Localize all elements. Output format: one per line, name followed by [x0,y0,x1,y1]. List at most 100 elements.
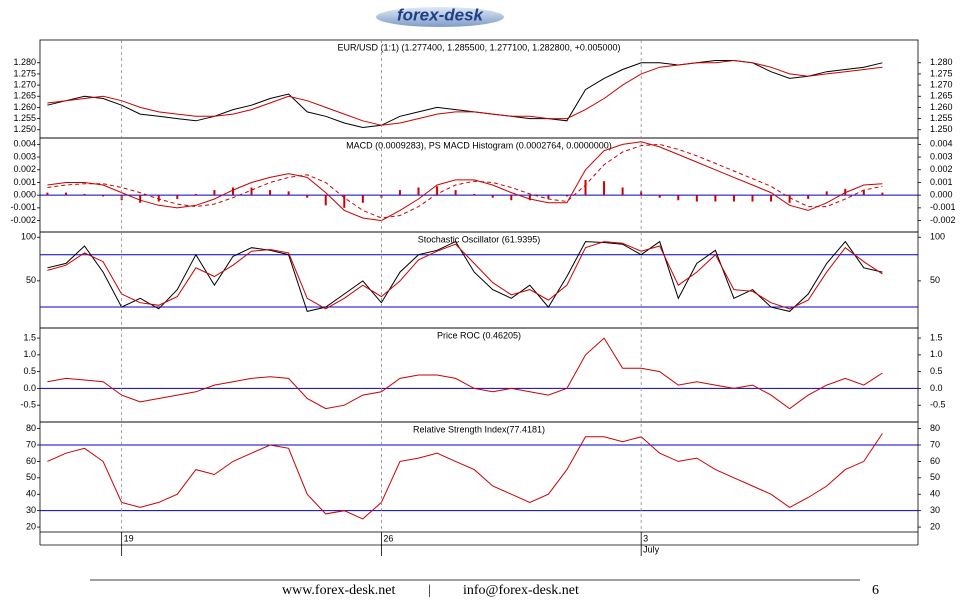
y-tick-label: 1.5 [23,332,36,342]
footer-email: info@forex-desk.net [463,583,579,598]
y-tick-label: 1.250 [13,124,36,134]
histogram-bar [547,195,550,199]
histogram-bar [83,193,86,196]
y-tick-label: 40 [26,489,36,499]
y-tick-label-right: 0.001 [930,177,953,187]
panel-title: Relative Strength Index(77.4181) [413,424,545,434]
y-tick-label-right: 0.5 [930,366,943,376]
histogram-bar [46,192,49,196]
y-tick-label-right: 1.255 [930,113,953,123]
y-tick-label: 30 [26,505,36,515]
histogram-bar [807,195,810,199]
histogram-bar [194,193,197,196]
histogram-bar [231,187,234,196]
histogram-bar [621,187,624,196]
x-month-label: July [643,544,660,554]
histogram-bar [473,193,476,196]
histogram-bar [732,195,735,202]
histogram-bar [436,186,439,196]
y-tick-label-right: 50 [930,275,940,285]
y-tick-label: 1.280 [13,57,36,67]
y-tick-label: 1.0 [23,349,36,359]
histogram-bar [213,190,216,196]
histogram-bar [306,195,309,198]
series-line [47,60,883,129]
y-tick-label: 60 [26,456,36,466]
histogram-bar [287,191,290,196]
y-tick-label-right: 80 [930,423,940,433]
y-tick-label: 70 [26,439,36,449]
y-tick-label-right: 1.265 [930,91,953,101]
histogram-bar [603,181,606,196]
logo-swoosh [376,7,504,27]
y-tick-label: 0.0 [23,383,36,393]
histogram-bar [139,195,142,203]
y-tick-label-right: 1.5 [930,332,943,342]
y-tick-label: 50 [26,472,36,482]
series-line [47,143,883,219]
y-tick-label: -0.001 [10,202,36,212]
x-tick-label: 3 [643,533,648,543]
histogram-bar [510,195,513,201]
y-tick-label-right: 0.000 [930,190,953,200]
histogram-bar [881,192,884,196]
histogram-bar [398,190,401,196]
page-number: 6 [872,583,879,598]
y-tick-label: 1.275 [13,68,36,78]
panel-frame [39,231,919,329]
histogram-bar [491,195,494,198]
histogram-bar [565,195,568,197]
y-tick-label: 0.000 [13,190,36,200]
y-tick-label-right: 50 [930,472,940,482]
y-tick-label-right: 1.270 [930,79,953,89]
histogram-bar [862,190,865,196]
y-tick-label-right: 30 [930,505,940,515]
y-tick-label-right: 20 [930,521,940,531]
series-line [47,433,883,520]
y-tick-label: 100 [21,232,36,242]
histogram-bar [658,195,661,198]
y-tick-label: 80 [26,423,36,433]
panel-title: Stochastic Oscillator (61.9395) [418,234,541,244]
x-tick-label: 26 [383,533,393,543]
histogram-bar [677,195,680,201]
y-tick-label-right: 70 [930,439,940,449]
y-tick-label: 1.265 [13,91,36,101]
y-tick-label: 20 [26,521,36,531]
logo-text: forex-desk [397,5,485,24]
panel-frame [39,137,919,233]
histogram-bar [695,195,698,202]
y-tick-label: 0.002 [13,164,36,174]
y-tick-label-right: -0.001 [930,202,956,212]
y-tick-label-right: 1.260 [930,102,953,112]
histogram-bar [324,195,327,206]
y-tick-label-right: 0.004 [930,139,953,149]
panel-title: Price ROC (0.46205) [437,330,521,340]
footer-separator: | [428,583,431,598]
y-tick-label: 1.255 [13,113,36,123]
histogram-bar [417,187,420,196]
histogram-bar [844,188,847,196]
panel-title: MACD (0.0009283), PS MACD Histogram (0.0… [346,140,612,150]
series-line [47,337,883,410]
y-tick-label: -0.5 [20,400,36,410]
series-line [47,241,883,310]
series-line [47,59,883,126]
series-line [47,141,883,222]
y-tick-label-right: 1.280 [930,57,953,67]
y-tick-label: 1.270 [13,79,36,89]
y-tick-label-right: -0.5 [930,400,946,410]
histogram-bar [751,195,754,202]
y-tick-label-right: 0.003 [930,151,953,161]
histogram-bar [825,191,828,196]
y-tick-label: 1.260 [13,102,36,112]
histogram-bar [584,179,587,196]
histogram-bar [250,187,253,196]
histogram-bar [714,195,717,202]
histogram-bar [454,190,457,196]
y-tick-label-right: 40 [930,489,940,499]
y-tick-label: 0.003 [13,151,36,161]
panel-frame [39,39,919,139]
series-line [47,240,883,312]
